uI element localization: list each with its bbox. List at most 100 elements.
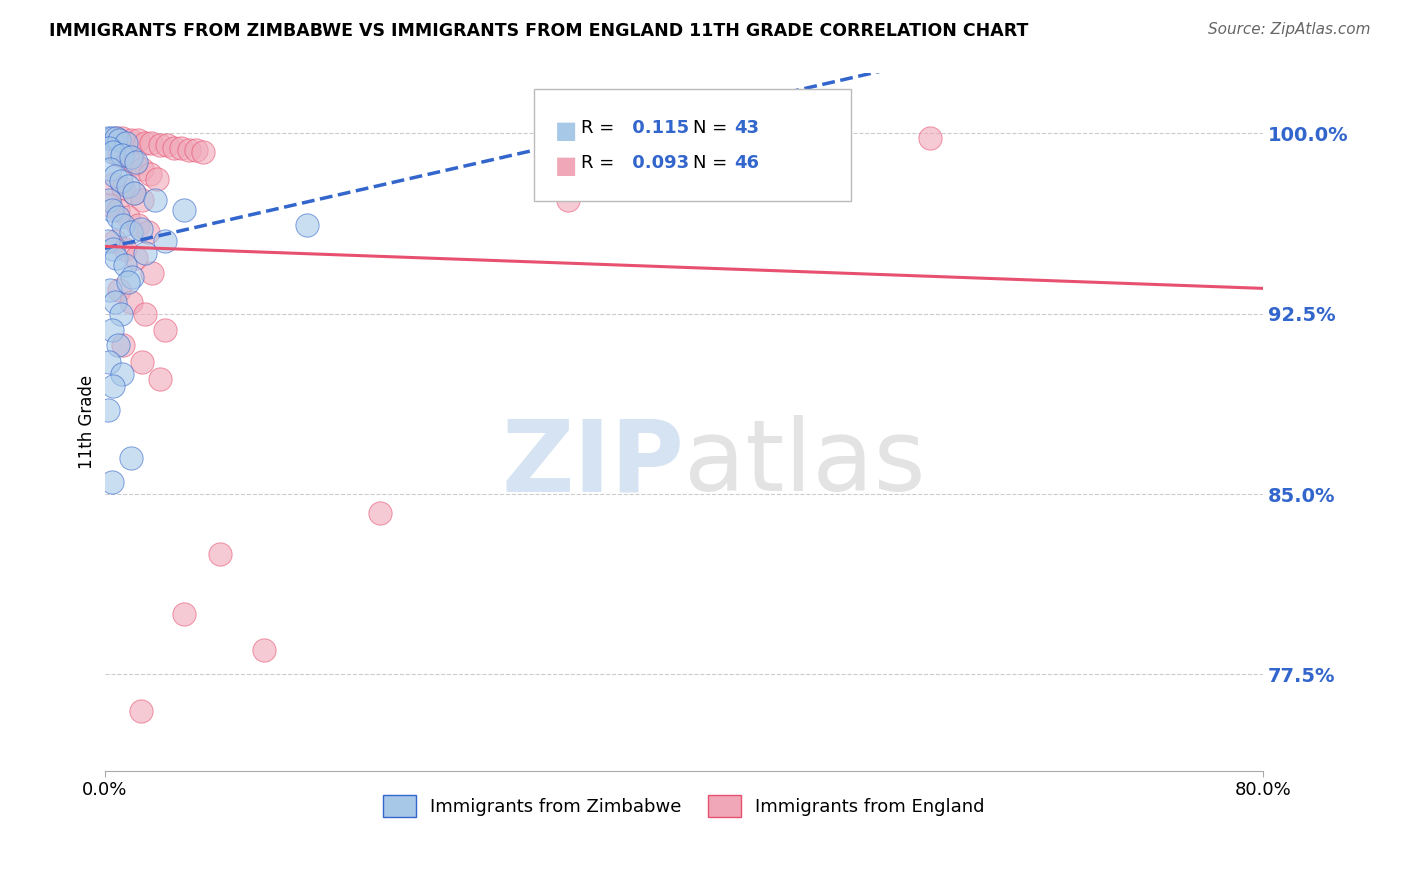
Point	[557, 194, 579, 208]
Point	[129, 222, 152, 236]
Point	[163, 140, 186, 154]
Point	[96, 235, 118, 249]
Text: 46: 46	[734, 154, 759, 172]
Point	[138, 167, 160, 181]
Point	[149, 371, 172, 385]
Point	[131, 354, 153, 368]
Legend: Immigrants from Zimbabwe, Immigrants from England: Immigrants from Zimbabwe, Immigrants fro…	[375, 788, 993, 824]
Point	[125, 155, 148, 169]
Point	[134, 136, 156, 150]
Point	[97, 194, 120, 208]
Point	[136, 225, 159, 239]
Text: ZIP: ZIP	[501, 415, 683, 512]
Point	[141, 266, 163, 280]
Point	[209, 547, 232, 561]
Point	[103, 145, 125, 160]
Point	[101, 475, 124, 489]
Point	[173, 203, 195, 218]
Text: 0.093: 0.093	[626, 154, 689, 172]
Text: ■: ■	[555, 119, 578, 143]
Text: N =: N =	[693, 154, 727, 172]
Text: atlas: atlas	[683, 415, 925, 512]
Point	[184, 143, 207, 157]
Point	[134, 246, 156, 260]
Point	[127, 133, 149, 147]
Text: Source: ZipAtlas.com: Source: ZipAtlas.com	[1208, 22, 1371, 37]
Point	[149, 138, 172, 153]
Point	[96, 402, 118, 417]
Text: 43: 43	[734, 119, 759, 136]
Point	[108, 133, 131, 147]
Point	[127, 218, 149, 232]
Point	[111, 148, 134, 162]
Text: ■: ■	[555, 154, 578, 178]
Point	[170, 140, 193, 154]
Point	[134, 307, 156, 321]
Point	[103, 242, 125, 256]
Point	[145, 171, 167, 186]
Point	[920, 131, 942, 145]
Point	[110, 174, 132, 188]
Point	[96, 131, 118, 145]
Point	[105, 131, 128, 145]
Point	[108, 283, 131, 297]
Text: R =: R =	[581, 119, 614, 136]
Point	[111, 367, 134, 381]
Point	[114, 259, 136, 273]
Point	[125, 252, 148, 266]
Y-axis label: 11th Grade: 11th Grade	[79, 375, 96, 469]
Point	[115, 136, 138, 150]
Point	[120, 225, 142, 239]
Point	[124, 157, 146, 171]
Point	[368, 506, 391, 520]
Point	[104, 294, 127, 309]
Point	[104, 235, 127, 249]
Text: N =: N =	[693, 119, 727, 136]
Point	[143, 194, 166, 208]
Point	[297, 218, 319, 232]
Point	[101, 323, 124, 337]
Point	[131, 194, 153, 208]
Point	[107, 338, 129, 352]
Point	[156, 138, 179, 153]
Point	[104, 169, 127, 184]
Point	[129, 704, 152, 718]
Point	[120, 450, 142, 465]
Point	[105, 252, 128, 266]
Text: R =: R =	[581, 154, 614, 172]
Point	[111, 131, 134, 145]
Point	[100, 162, 122, 177]
Point	[97, 354, 120, 368]
Point	[97, 140, 120, 154]
Point	[112, 338, 135, 352]
Text: 0.115: 0.115	[626, 119, 689, 136]
Text: IMMIGRANTS FROM ZIMBABWE VS IMMIGRANTS FROM ENGLAND 11TH GRADE CORRELATION CHART: IMMIGRANTS FROM ZIMBABWE VS IMMIGRANTS F…	[49, 22, 1029, 40]
Point	[122, 186, 145, 201]
Point	[120, 150, 142, 164]
Point	[117, 211, 139, 225]
Point	[177, 143, 200, 157]
Point	[103, 378, 125, 392]
Point	[100, 283, 122, 297]
Point	[117, 153, 139, 167]
Point	[139, 136, 162, 150]
Point	[108, 148, 131, 162]
Point	[173, 607, 195, 622]
Point	[117, 179, 139, 194]
Point	[112, 181, 135, 195]
Point	[103, 177, 125, 191]
Point	[112, 218, 135, 232]
Point	[117, 275, 139, 289]
Point	[107, 203, 129, 218]
Point	[121, 270, 143, 285]
Point	[131, 162, 153, 177]
Point	[101, 131, 124, 145]
Point	[101, 203, 124, 218]
Point	[105, 131, 128, 145]
Point	[253, 643, 276, 657]
Point	[120, 133, 142, 147]
Point	[120, 294, 142, 309]
Point	[107, 211, 129, 225]
Point	[155, 235, 177, 249]
Point	[122, 186, 145, 201]
